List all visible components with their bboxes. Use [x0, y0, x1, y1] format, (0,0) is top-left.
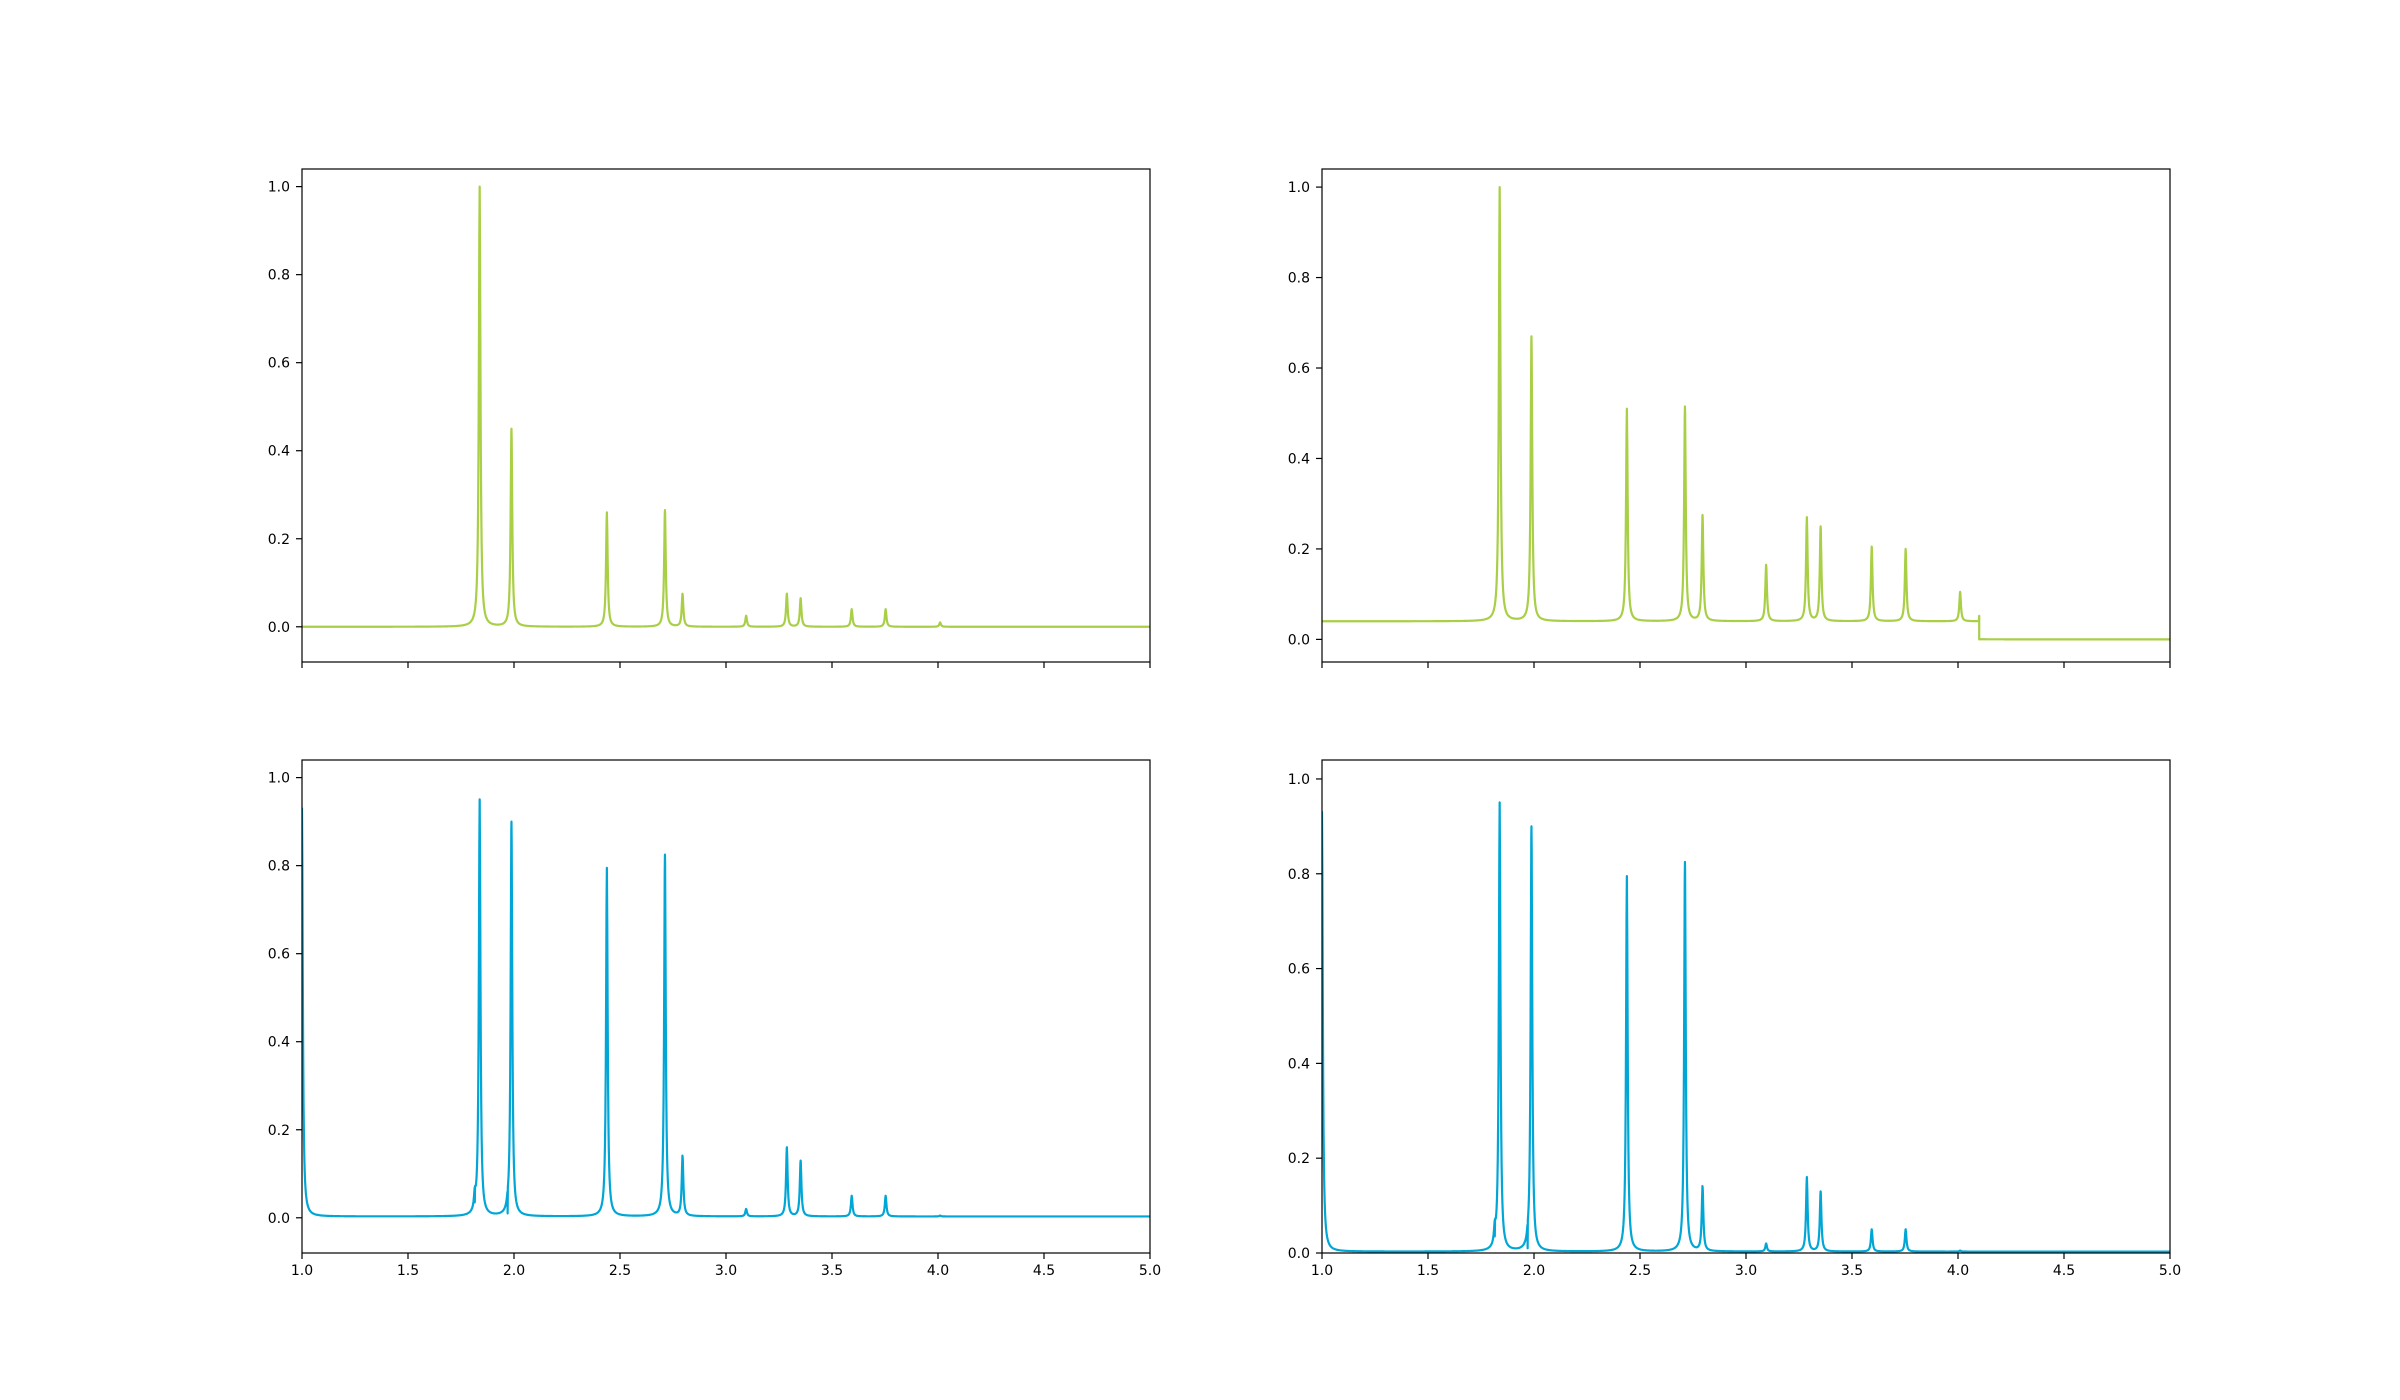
y-tick-label: 0.8	[1288, 867, 1310, 883]
x-tick-label: 4.0	[927, 1263, 949, 1279]
y-tick-label: 0.6	[268, 356, 290, 372]
x-tick-label: 3.0	[1735, 1263, 1757, 1279]
y-tick-label: 0.0	[268, 1211, 290, 1227]
x-tick-label: 1.5	[397, 1263, 419, 1279]
x-tick-label: 5.0	[2159, 1263, 2181, 1279]
panel-top-left: 0.0 0.2 0.4 0.6 0.8 1.0	[268, 168, 1151, 668]
x-tick-label: 2.5	[1629, 1263, 1651, 1279]
x-tick-label: 4.5	[1033, 1263, 1055, 1279]
x-tick-label: 4.0	[1947, 1263, 1969, 1279]
y-tick-label: 1.0	[268, 180, 290, 196]
y-tick-label: 0.0	[1288, 1246, 1310, 1262]
y-tick-label: 1.0	[268, 771, 290, 787]
y-tick-label: 0.6	[1288, 361, 1310, 377]
series-line-top-right-0	[1322, 185, 2170, 641]
panel-bottom-right: 1.0 1.5 2.0 2.5 3.0 3.5 4.0 4.5 5.0 0.0 0.2 0.4 0.6 0…	[1288, 759, 2181, 1279]
y-tick-label: 0.8	[1288, 271, 1310, 287]
y-tick-label: 0.2	[268, 532, 290, 548]
x-tick-label: 2.0	[1523, 1263, 1545, 1279]
y-tick-label: 1.0	[1288, 772, 1310, 788]
axes-frame	[1321, 168, 2171, 663]
x-tick-label: 5.0	[1139, 1263, 1161, 1279]
panel-bottom-left: 1.0 1.5 2.0 2.5 3.0 3.5 4.0 4.5 5.0 0.0 0.2 0.4 0.6 0…	[268, 759, 1161, 1279]
y-tick-label: 1.0	[1288, 180, 1310, 196]
axes-frame	[301, 759, 1151, 1254]
y-tick-label: 0.4	[268, 444, 290, 460]
x-tick-label: 1.0	[1311, 1263, 1333, 1279]
axes-frame	[301, 168, 1151, 663]
axes-frame	[1321, 759, 2171, 1254]
x-tick-label: 2.5	[609, 1263, 631, 1279]
y-tick-label: 0.0	[268, 620, 290, 636]
x-tick-label: 2.0	[503, 1263, 525, 1279]
series-line-bottom-left-0	[302, 798, 1150, 1218]
y-tick-label: 0.4	[268, 1035, 290, 1051]
y-tick-label: 0.6	[1288, 962, 1310, 978]
y-tick-label: 0.4	[1288, 451, 1310, 467]
x-tick-label: 3.5	[1841, 1263, 1863, 1279]
y-tick-label: 0.6	[268, 947, 290, 963]
x-tick-label: 4.5	[2053, 1263, 2075, 1279]
series-line-bottom-right-0	[1322, 801, 2170, 1253]
y-tick-label: 0.8	[268, 859, 290, 875]
x-tick-label: 3.5	[821, 1263, 843, 1279]
series-line-top-left-0	[302, 185, 1150, 628]
x-tick-label: 1.0	[291, 1263, 313, 1279]
panel-top-right: 0.0 0.2 0.4 0.6 0.8 1.0	[1288, 168, 2171, 668]
y-tick-label: 0.4	[1288, 1056, 1310, 1072]
x-tick-label: 3.0	[715, 1263, 737, 1279]
y-tick-label: 0.0	[1288, 632, 1310, 648]
y-tick-label: 0.8	[268, 268, 290, 284]
y-tick-label: 0.2	[1288, 1151, 1310, 1167]
x-tick-label: 1.5	[1417, 1263, 1439, 1279]
y-tick-label: 0.2	[1288, 542, 1310, 558]
y-tick-label: 0.2	[268, 1123, 290, 1139]
